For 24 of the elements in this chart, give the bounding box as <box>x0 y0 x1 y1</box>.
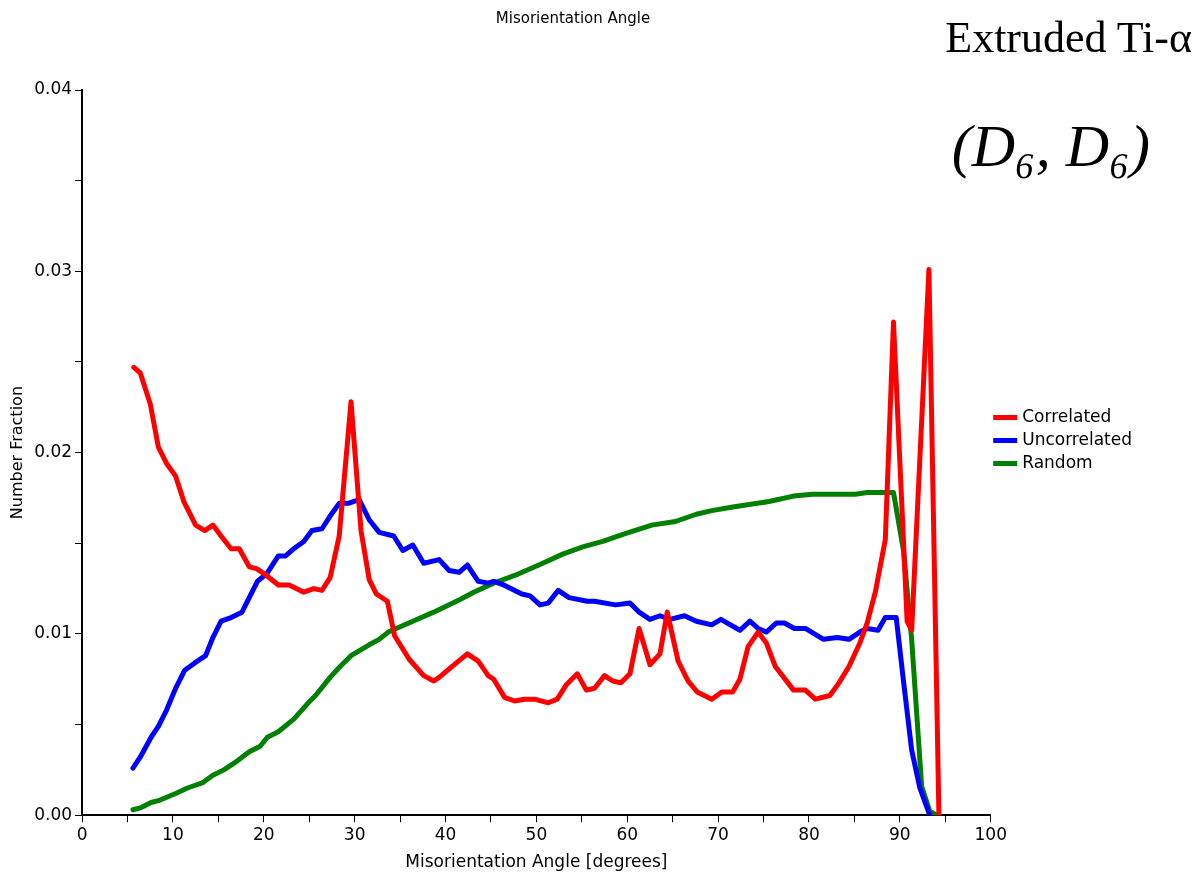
y-tick-label: 0.01 <box>34 622 73 643</box>
x-tick-label: 10 <box>162 823 184 844</box>
y-tick-label: 0.04 <box>34 78 73 99</box>
legend-label: Uncorrelated <box>1022 428 1133 449</box>
y-tick-label: 0.03 <box>34 259 73 280</box>
x-tick-label: 30 <box>343 823 366 844</box>
y-axis-title: Number Fraction <box>6 385 26 520</box>
x-tick-label: 0 <box>76 823 88 844</box>
text: Extruded Ti-α <box>945 12 1192 63</box>
y-tick-label: 0.02 <box>34 441 73 462</box>
legend-label: Correlated <box>1022 405 1112 426</box>
x-tick-label: 60 <box>616 823 639 844</box>
chart-title: Misorientation Angle <box>495 8 651 27</box>
x-axis-title: Misorientation Angle [degrees] <box>405 851 668 872</box>
x-tick-label: 20 <box>252 823 275 844</box>
x-tick-label: 90 <box>889 823 911 844</box>
x-tick-label: 40 <box>434 823 457 844</box>
x-tick-label: 50 <box>525 823 548 844</box>
x-tick-label: 100 <box>974 823 1007 844</box>
legend-label: Random <box>1022 451 1093 472</box>
x-tick-label: 80 <box>798 823 820 844</box>
annotation: (D₆, D₆) <box>951 112 1150 181</box>
x-tick-label: 70 <box>707 823 729 844</box>
y-tick-label: 0.00 <box>34 803 73 824</box>
